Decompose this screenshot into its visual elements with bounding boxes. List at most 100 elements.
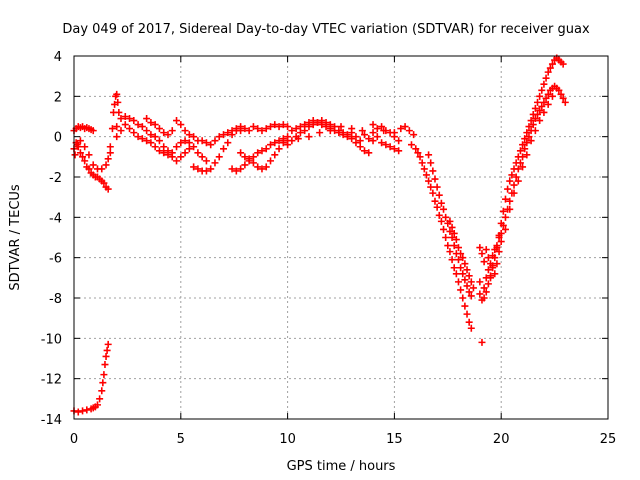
- data-point: [294, 135, 302, 143]
- data-point: [480, 258, 488, 266]
- data-point: [480, 294, 488, 302]
- data-point: [499, 207, 507, 215]
- data-point: [202, 157, 210, 165]
- data-point: [267, 141, 275, 149]
- y-tick-label: -6: [49, 252, 62, 267]
- data-point: [160, 129, 168, 137]
- data-point: [440, 225, 448, 233]
- data-point: [114, 98, 122, 106]
- data-point: [512, 173, 520, 181]
- data-point: [93, 401, 101, 409]
- data-point: [245, 127, 253, 135]
- data-point: [365, 135, 373, 143]
- data-point: [373, 133, 381, 141]
- data-point: [469, 284, 477, 292]
- data-point: [305, 119, 313, 127]
- data-point: [446, 248, 454, 256]
- data-point: [352, 133, 360, 141]
- data-point: [198, 137, 206, 145]
- data-point: [414, 149, 422, 157]
- data-point: [457, 250, 465, 258]
- data-point: [433, 183, 441, 191]
- data-point: [326, 121, 334, 129]
- data-point: [467, 278, 475, 286]
- data-point: [504, 185, 512, 193]
- data-point: [538, 86, 546, 94]
- data-point: [461, 260, 469, 268]
- tick-labels: 0 5 10 15 20 25 -14 -12 -10 -8 -6 -4 -2 0 2 4: [41, 50, 617, 447]
- data-point: [348, 135, 356, 143]
- data-point: [529, 121, 537, 129]
- data-point: [181, 127, 189, 135]
- y-tick-label: 2: [54, 90, 62, 105]
- data-point: [301, 127, 309, 135]
- data-point: [258, 165, 266, 173]
- data-point: [395, 137, 403, 145]
- x-tick-label: 5: [177, 432, 185, 447]
- data-point: [521, 135, 529, 143]
- data-point: [326, 127, 334, 135]
- data-point: [185, 145, 193, 153]
- y-tick-label: -2: [49, 171, 62, 186]
- data-point: [356, 143, 364, 151]
- data-point: [331, 123, 339, 131]
- data-point: [536, 117, 544, 125]
- data-point: [262, 145, 270, 153]
- data-point: [76, 149, 84, 157]
- data-point: [519, 141, 527, 149]
- data-point: [531, 104, 539, 112]
- data-point: [356, 137, 364, 145]
- data-point: [540, 108, 548, 116]
- data-point: [181, 149, 189, 157]
- data-point: [484, 266, 492, 274]
- data-point: [452, 270, 460, 278]
- data-point: [390, 133, 398, 141]
- y-tick-label: -12: [41, 373, 62, 388]
- data-point: [427, 183, 435, 191]
- data-point: [102, 352, 110, 360]
- data-point: [185, 131, 193, 139]
- data-point: [523, 151, 531, 159]
- data-point: [382, 127, 390, 135]
- x-tick-label: 15: [386, 432, 403, 447]
- data-point: [416, 153, 424, 161]
- data-point: [501, 213, 509, 221]
- data-point: [544, 90, 552, 98]
- data-point: [412, 145, 420, 153]
- data-point: [237, 149, 245, 157]
- data-point: [495, 231, 503, 239]
- y-tick-label: 0: [54, 131, 62, 146]
- data-point: [531, 115, 539, 123]
- data-point: [228, 165, 236, 173]
- data-point: [536, 106, 544, 114]
- data-point: [79, 153, 87, 161]
- data-point: [143, 127, 151, 135]
- data-point: [106, 143, 114, 151]
- data-point: [215, 133, 223, 141]
- data-point: [480, 284, 488, 292]
- data-point: [318, 117, 326, 125]
- data-points: [70, 54, 569, 416]
- data-point: [431, 197, 439, 205]
- data-point: [448, 223, 456, 231]
- data-point: [450, 264, 458, 272]
- data-point: [465, 318, 473, 326]
- data-point: [555, 86, 563, 94]
- data-point: [220, 131, 228, 139]
- data-point: [314, 119, 322, 127]
- data-point: [335, 127, 343, 135]
- data-point: [130, 117, 138, 125]
- y-axis-label: SDTVAR / TECUs: [8, 184, 23, 291]
- data-point: [79, 407, 87, 415]
- data-point: [241, 161, 249, 169]
- data-point: [506, 177, 514, 185]
- data-point: [245, 155, 253, 163]
- data-point: [425, 151, 433, 159]
- data-point: [271, 139, 279, 147]
- data-point: [155, 137, 163, 145]
- data-point: [559, 60, 567, 68]
- data-point: [284, 137, 292, 145]
- data-point: [241, 153, 249, 161]
- data-point: [360, 131, 368, 139]
- data-point: [185, 139, 193, 147]
